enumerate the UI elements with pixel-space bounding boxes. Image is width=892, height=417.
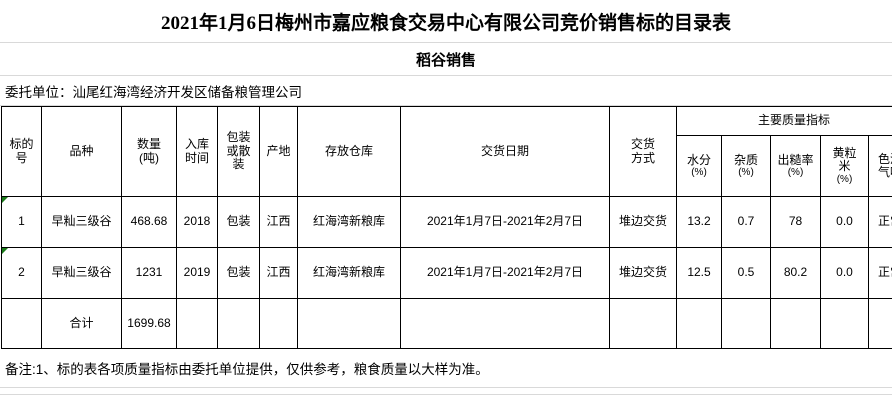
header-row-sub: 水分 (%) 杂质 (%) 出糙率 (%) 黄粒 米 (%) 色泽 bbox=[2, 135, 892, 197]
cell-total-origin bbox=[259, 298, 298, 349]
col-header-yellow-grain-line1: 黄粒 bbox=[832, 145, 857, 160]
cell-total-yellow-grain bbox=[820, 298, 869, 349]
cell-yellow-grain: 0.0 bbox=[820, 247, 869, 299]
cell-total-warehouse bbox=[297, 298, 401, 349]
col-header-origin: 产地 bbox=[259, 106, 298, 197]
col-header-packing-line2: 或散 bbox=[226, 143, 251, 158]
cell-origin: 江西 bbox=[259, 196, 298, 248]
col-header-impurity-unit: (%) bbox=[738, 167, 754, 179]
cell-warehouse: 红海湾新粮库 bbox=[297, 196, 401, 248]
cell-delivery-method: 堆边交货 bbox=[609, 247, 677, 299]
col-header-lot-no: 标的 号 bbox=[1, 106, 42, 197]
col-header-delivery-method: 交货 方式 bbox=[609, 106, 677, 197]
cell-variety: 早籼三级谷 bbox=[41, 247, 122, 299]
col-header-quality-group: 主要质量指标 bbox=[675, 106, 892, 136]
table-total-row: 合计 1699.68 bbox=[1, 298, 892, 349]
error-flag-icon bbox=[2, 197, 8, 203]
cell-quantity: 468.68 bbox=[121, 196, 177, 248]
cell-quantity: 1231 bbox=[121, 247, 177, 299]
header-row-top: 标的 号 品种 数量 (吨) 入库 时间 包装 或散 装 产地 存 bbox=[1, 106, 892, 197]
cell-total-moisture bbox=[676, 298, 722, 349]
footer-note: 备注:1、标的表各项质量指标由委托单位提供，仅供参考，粮食质量以大样为准。 bbox=[5, 362, 489, 377]
col-header-color-odor-line2: 气味 bbox=[878, 165, 892, 179]
cell-total-brown-rice-rate bbox=[770, 298, 821, 349]
col-header-delivery-method-line2: 方式 bbox=[630, 150, 655, 165]
col-header-brown-rice-rate-unit: (%) bbox=[787, 167, 804, 179]
bottom-rule bbox=[0, 388, 892, 395]
cell-lot-no: 2 bbox=[1, 247, 42, 299]
table-body: 1 早籼三级谷 468.68 2018 包装 江西 红海湾新粮库 2021年1月… bbox=[1, 196, 892, 349]
cell-color-odor: 正常 bbox=[867, 247, 892, 299]
col-header-impurity: 杂质 (%) bbox=[721, 135, 771, 197]
cell-moisture: 12.5 bbox=[676, 247, 722, 299]
cell-delivery-method: 堆边交货 bbox=[609, 196, 677, 248]
cell-packing: 包装 bbox=[217, 247, 260, 299]
cell-total-storage-time bbox=[176, 298, 218, 349]
cell-total-label: 合计 bbox=[41, 298, 122, 349]
col-header-variety: 品种 bbox=[41, 106, 122, 197]
col-header-yellow-grain-line2: 米 bbox=[838, 159, 851, 174]
cell-warehouse: 红海湾新粮库 bbox=[297, 247, 401, 299]
lot-catalog-table: 标的 号 品种 数量 (吨) 入库 时间 包装 或散 装 产地 存 bbox=[1, 106, 892, 349]
col-header-quantity-line2: (吨) bbox=[139, 150, 159, 165]
error-flag-icon bbox=[2, 248, 8, 254]
cell-total-lot-no bbox=[1, 298, 42, 349]
col-header-moisture-unit: (%) bbox=[691, 167, 707, 179]
cell-storage-time: 2019 bbox=[176, 247, 218, 299]
title-row: 2021年1月6日梅州市嘉应粮食交易中心有限公司竞价销售标的目录表 bbox=[0, 0, 892, 43]
cell-delivery-date: 2021年1月7日-2021年2月7日 bbox=[400, 247, 610, 299]
consignor-row: 委托单位：汕尾红海湾经济开发区储备粮管理公司 bbox=[0, 76, 892, 106]
cell-lot-no: 1 bbox=[1, 196, 42, 248]
cell-variety: 早籼三级谷 bbox=[41, 196, 122, 248]
col-header-moisture: 水分 (%) bbox=[676, 135, 722, 197]
col-header-color-odor-line1: 色泽 bbox=[878, 151, 892, 166]
col-header-brown-rice-rate-label: 出糙率 bbox=[777, 152, 814, 167]
table-row: 2 早籼三级谷 1231 2019 包装 江西 红海湾新粮库 2021年1月7日… bbox=[1, 247, 892, 299]
cell-brown-rice-rate: 80.2 bbox=[770, 247, 821, 299]
col-header-packing: 包装 或散 装 bbox=[217, 106, 260, 197]
cell-delivery-date: 2021年1月7日-2021年2月7日 bbox=[400, 196, 610, 248]
col-header-storage-time: 入库 时间 bbox=[176, 106, 218, 197]
page-title: 2021年1月6日梅州市嘉应粮食交易中心有限公司竞价销售标的目录表 bbox=[160, 12, 731, 34]
table-row: 1 早籼三级谷 468.68 2018 包装 江西 红海湾新粮库 2021年1月… bbox=[1, 196, 892, 248]
col-header-storage-time-line2: 时间 bbox=[184, 150, 209, 165]
col-header-moisture-label: 水分 bbox=[686, 152, 711, 167]
col-header-delivery-method-line1: 交货 bbox=[630, 137, 655, 152]
cell-origin: 江西 bbox=[259, 247, 298, 299]
cell-total-color-odor bbox=[867, 298, 892, 349]
col-header-color-odor: 色泽 气味 bbox=[867, 135, 892, 197]
cell-impurity: 0.7 bbox=[721, 196, 771, 248]
consignor-label: 委托单位：汕尾红海湾经济开发区储备粮管理公司 bbox=[5, 84, 302, 100]
cell-moisture: 13.2 bbox=[676, 196, 722, 248]
cell-total-delivery-date bbox=[400, 298, 610, 349]
col-header-delivery-date: 交货日期 bbox=[400, 106, 610, 197]
col-header-quantity: 数量 (吨) bbox=[121, 106, 177, 197]
table-head: 标的 号 品种 数量 (吨) 入库 时间 包装 或散 装 产地 存 bbox=[1, 106, 892, 197]
col-header-packing-line1: 包装 bbox=[226, 130, 251, 145]
col-header-packing-line3: 装 bbox=[232, 157, 245, 172]
cell-yellow-grain: 0.0 bbox=[820, 196, 869, 248]
col-header-quantity-line1: 数量 bbox=[136, 137, 161, 152]
cell-total-delivery-method bbox=[609, 298, 677, 349]
col-header-warehouse: 存放仓库 bbox=[297, 106, 401, 197]
cell-total-impurity bbox=[721, 298, 771, 349]
col-header-brown-rice-rate: 出糙率 (%) bbox=[770, 135, 821, 197]
cell-impurity: 0.5 bbox=[721, 247, 771, 299]
cell-storage-time: 2018 bbox=[176, 196, 218, 248]
page-subtitle: 稻谷销售 bbox=[415, 52, 476, 69]
cell-total-quantity: 1699.68 bbox=[121, 298, 177, 349]
cell-brown-rice-rate: 78 bbox=[770, 196, 821, 248]
subtitle-row: 稻谷销售 bbox=[0, 43, 892, 76]
cell-packing: 包装 bbox=[217, 196, 260, 248]
col-header-impurity-label: 杂质 bbox=[733, 152, 758, 167]
footer-note-row: 备注:1、标的表各项质量指标由委托单位提供，仅供参考，粮食质量以大样为准。 bbox=[0, 349, 892, 388]
col-header-lot-no-line2: 号 bbox=[15, 150, 28, 165]
col-header-yellow-grain: 黄粒 米 (%) bbox=[820, 135, 869, 197]
col-header-storage-time-line1: 入库 bbox=[184, 137, 209, 152]
col-header-yellow-grain-unit: (%) bbox=[836, 173, 853, 185]
cell-total-packing bbox=[217, 298, 260, 349]
col-header-lot-no-line1: 标的 bbox=[9, 137, 34, 152]
cell-color-odor: 正常 bbox=[867, 196, 892, 248]
